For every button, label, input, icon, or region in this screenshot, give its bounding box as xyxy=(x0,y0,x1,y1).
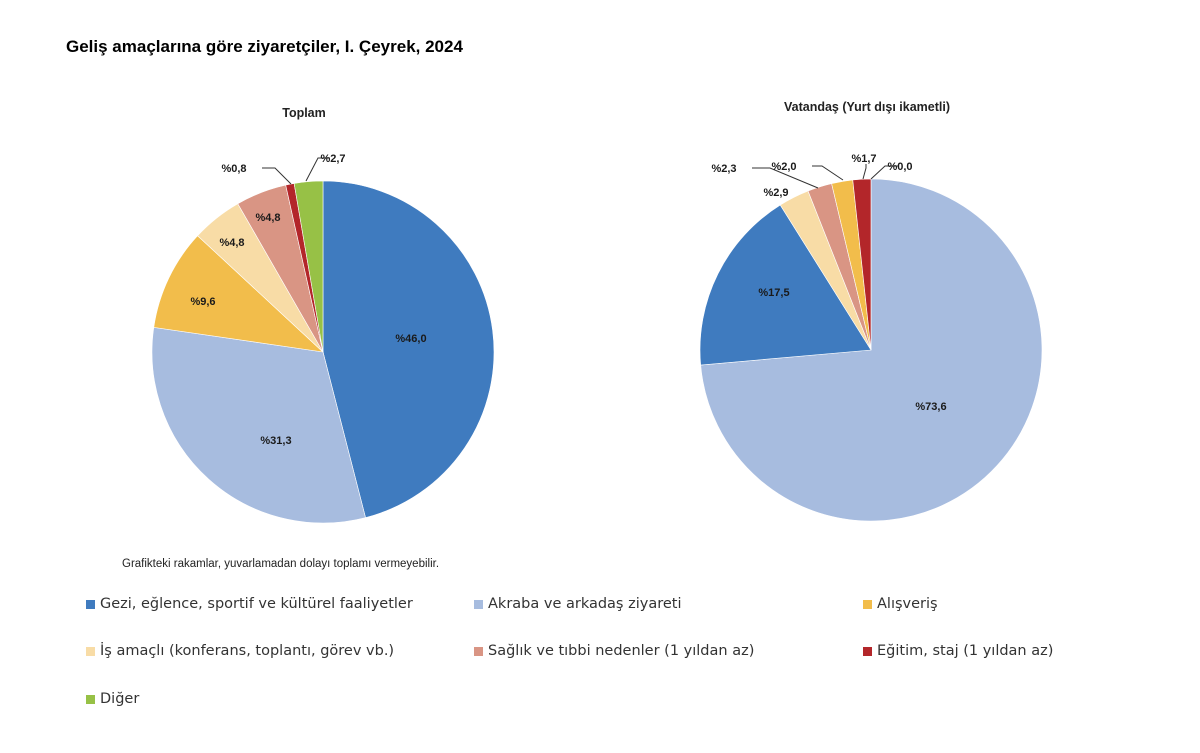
slice-label-saglik: %2,3 xyxy=(711,163,736,175)
legend-swatch-akraba xyxy=(474,599,483,609)
pie-title-vatandas: Vatandaş (Yurt dışı ikametli) xyxy=(783,100,951,114)
legend-swatch-alisveris xyxy=(863,599,872,609)
legend-item-is: İş amaçlı (konferans, toplantı, görev vb… xyxy=(86,643,394,659)
slice-label-alisveris: %9,6 xyxy=(190,296,215,308)
legend-swatch-is xyxy=(86,646,95,656)
legend-swatch-egitim xyxy=(863,646,872,656)
legend-item-alisveris: Alışveriş xyxy=(863,596,938,612)
callout-line-diger xyxy=(870,165,898,180)
slice-label-is: %2,9 xyxy=(763,187,788,199)
slice-label-diger: %2,7 xyxy=(320,153,345,165)
pie-slice-diger xyxy=(293,180,324,353)
callout-line-diger xyxy=(305,157,330,182)
pie-slice-alisveris xyxy=(153,235,324,353)
callout-line-saglik xyxy=(752,167,819,189)
slice-label-egitim: %0,8 xyxy=(221,163,246,175)
legend-label: Gezi, eğlence, sportif ve kültürel faali… xyxy=(100,596,413,612)
legend-label: İş amaçlı (konferans, toplantı, görev vb… xyxy=(100,643,395,659)
chart-main-title: Geliş amaçlarına göre ziyaretçiler, I. Ç… xyxy=(66,37,463,56)
slice-label-saglik: %4,8 xyxy=(255,212,280,224)
legend-item-gezi: Gezi, eğlence, sportif ve kültürel faali… xyxy=(86,596,413,612)
legend-item-egitim: Eğitim, staj (1 yıldan az) xyxy=(863,643,1053,659)
pie-title-toplam: Toplam xyxy=(282,106,326,120)
legend-item-saglik: Sağlık ve tıbbi nedenler (1 yıldan az) xyxy=(474,643,754,659)
legend-label: Diğer xyxy=(100,691,140,707)
slice-label-alisveris: %2,0 xyxy=(771,161,796,173)
pie-slice-gezi xyxy=(322,180,495,518)
pie-slice-akraba xyxy=(151,327,366,524)
callout-line-alisveris xyxy=(812,165,844,181)
callout-line-egitim xyxy=(262,167,292,185)
legend-item-akraba: Akraba ve arkadaş ziyareti xyxy=(474,596,681,612)
slice-label-is: %4,8 xyxy=(219,237,244,249)
slice-label-gezi: %17,5 xyxy=(758,287,789,299)
pie-slice-egitim xyxy=(852,178,872,351)
slice-label-egitim: %1,7 xyxy=(851,153,876,165)
legend-item-diger: Diğer xyxy=(86,691,139,707)
slice-label-diger: %0,0 xyxy=(887,161,912,173)
pie-slice-gezi xyxy=(699,204,872,366)
rounding-note: Grafikteki rakamlar, yuvarlamadan dolayı… xyxy=(122,558,440,570)
slice-label-gezi: %46,0 xyxy=(395,333,426,345)
legend-swatch-diger xyxy=(86,694,95,704)
legend-label: Sağlık ve tıbbi nedenler (1 yıldan az) xyxy=(488,643,755,659)
legend-swatch-gezi xyxy=(86,599,95,609)
callout-line-egitim xyxy=(862,164,867,180)
legend-label: Alışveriş xyxy=(877,596,938,612)
legend-label: Akraba ve arkadaş ziyareti xyxy=(488,596,682,612)
slice-label-akraba: %73,6 xyxy=(915,401,946,413)
legend-swatch-saglik xyxy=(474,646,483,656)
pie-chart-toplam: %46,0 %31,3 %9,6 %4,8 %4,8 %0,8 %2,7 xyxy=(151,153,495,524)
pie-chart-vatandas: %73,6 %17,5 %2,9 %2,3 %2,0 %1,7 %0,0 xyxy=(699,153,1043,522)
slice-label-akraba: %31,3 xyxy=(260,435,291,447)
legend-label: Eğitim, staj (1 yıldan az) xyxy=(877,643,1054,659)
